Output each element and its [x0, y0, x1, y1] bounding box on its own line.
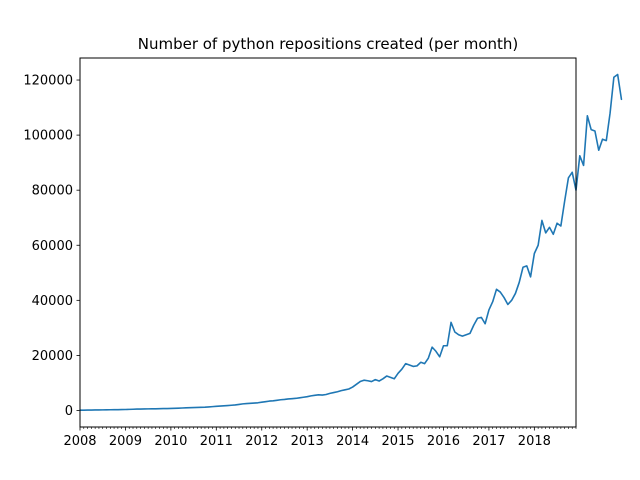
- x-tick-label: 2015: [381, 434, 414, 449]
- x-axis: 2008 2009 2010 2011 2012 2013 2014 2015 2016 2017…: [63, 427, 577, 449]
- plot-area: [79, 73, 623, 411]
- x-tick-label: 2016: [427, 434, 460, 449]
- y-tick-label: 80000: [32, 184, 73, 199]
- x-tick-label: 2010: [154, 434, 187, 449]
- x-tick-label: 2014: [336, 434, 369, 449]
- x-tick-label: 2017: [472, 434, 505, 449]
- y-tick-label: 100000: [23, 129, 73, 144]
- y-tick-label: 0: [65, 404, 73, 419]
- y-tick-label: 20000: [32, 349, 73, 364]
- x-tick-label: 2012: [245, 434, 278, 449]
- chart-title: Number of python repositions created (pe…: [138, 35, 519, 53]
- x-tick-label: 2011: [200, 434, 233, 449]
- x-tick-label: 2008: [63, 434, 96, 449]
- axes-frame: [79, 57, 577, 428]
- x-tick-label: 2009: [109, 434, 142, 449]
- series-line: [79, 73, 623, 411]
- y-tick-label: 40000: [32, 294, 73, 309]
- y-tick-label: 60000: [32, 239, 73, 254]
- y-axis: 0 20000 40000 60000 80000 100000 120000: [23, 74, 80, 419]
- y-tick-label: 120000: [23, 74, 73, 89]
- x-tick-label: 2013: [291, 434, 324, 449]
- x-tick-label: 2018: [518, 434, 551, 449]
